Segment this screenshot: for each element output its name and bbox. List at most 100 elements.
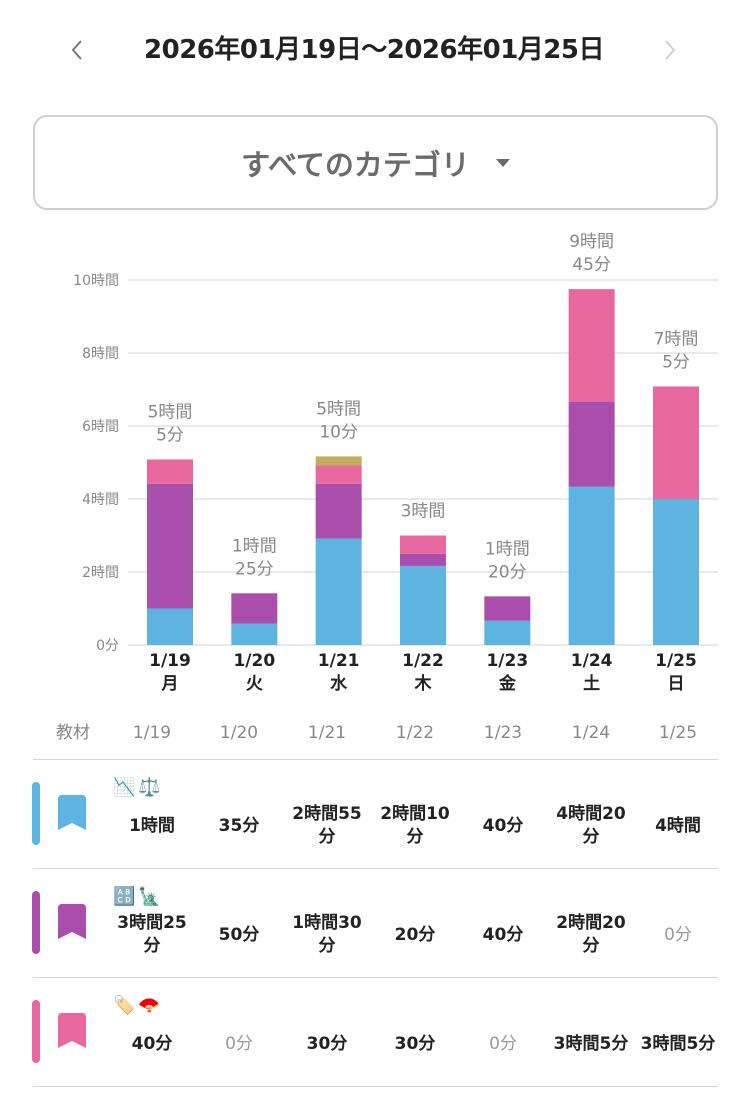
bookmark-icon xyxy=(58,904,86,939)
study-time-value: 40分 xyxy=(482,815,524,836)
table-cell: 1時間 xyxy=(109,804,195,848)
y-tick-label: 0分 xyxy=(96,638,119,654)
bar-segment-1-19-series-2[interactable] xyxy=(147,459,193,484)
table-cell: 3時間5分 xyxy=(635,1022,721,1066)
table-row[interactable]: 🏷️🪭 40分 0分 30分 30分 0分 3時間5分 3時間5分 xyxy=(0,977,750,1086)
study-time-value: 20分 xyxy=(394,924,436,945)
bar-total-label: 5時間 xyxy=(316,399,361,419)
study-time-value: 2時間10分 xyxy=(380,804,450,847)
table-cell: 4時間20分 xyxy=(548,804,634,848)
table-cell: 30分 xyxy=(372,1022,458,1066)
table-cell: 40分 xyxy=(460,913,546,957)
date-range-title: 2026年01月19日〜2026年01月25日 xyxy=(144,35,604,65)
column-header-date: 1/19 xyxy=(132,723,172,743)
x-tick-date: 1/25 xyxy=(655,651,697,671)
bookmark-icon xyxy=(58,795,86,830)
category-color-bar xyxy=(32,1000,40,1063)
study-time-value: 4時間 xyxy=(655,815,701,836)
table-cell: 2時間10分 xyxy=(372,804,458,848)
bar-total-label: 7時間 xyxy=(654,329,699,349)
study-time-value: 40分 xyxy=(482,924,524,945)
table-cell: 2時間20分 xyxy=(548,913,634,957)
x-tick-weekday: 火 xyxy=(246,674,264,694)
table-cell: 20分 xyxy=(372,913,458,957)
bar-segment-1-25-series-0[interactable] xyxy=(652,499,699,645)
table-row[interactable]: 🔠🗽 3時間25分 50分 1時間30分 20分 40分 2時間20分 0分 xyxy=(0,868,750,977)
divider xyxy=(33,759,718,760)
study-time-value: 3時間5分 xyxy=(553,1033,629,1054)
bar-segment-1-19-series-0[interactable] xyxy=(147,608,193,646)
gridlines xyxy=(128,279,718,646)
bar-total-label: 45分 xyxy=(572,255,611,275)
next-week-button[interactable] xyxy=(652,32,688,68)
study-time-value: 30分 xyxy=(306,1033,348,1054)
bar-total-label: 10分 xyxy=(319,422,358,442)
bar-segment-1-21-series-2[interactable] xyxy=(315,465,362,484)
bar-total-label: 5分 xyxy=(662,352,690,372)
table-cell: 0分 xyxy=(635,913,721,957)
bar-segment-1-21-series-0[interactable] xyxy=(315,538,362,645)
divider xyxy=(33,977,718,978)
bar-total-label: 5時間 xyxy=(148,402,193,422)
x-tick-weekday: 水 xyxy=(330,673,348,694)
category-emoji-label: 📉⚖️ xyxy=(113,777,164,798)
y-tick-label: 10時間 xyxy=(73,273,119,289)
x-tick-date: 1/20 xyxy=(233,651,275,671)
x-tick-date: 1/21 xyxy=(318,651,360,671)
category-emoji-label: 🏷️🪭 xyxy=(113,995,164,1016)
bar-total-label: 1時間 xyxy=(232,536,277,556)
bars xyxy=(147,289,699,645)
study-time-value: 0分 xyxy=(225,1033,253,1054)
column-header-date: 1/24 xyxy=(571,723,611,743)
study-time-value: 0分 xyxy=(489,1033,517,1054)
study-time-value: 1時間30分 xyxy=(292,913,362,956)
y-tick-label: 4時間 xyxy=(82,492,119,508)
bar-segment-1-22-series-0[interactable] xyxy=(399,565,446,645)
table-cell: 30分 xyxy=(284,1022,370,1066)
table-cell: 1時間30分 xyxy=(284,913,370,957)
divider xyxy=(33,1086,718,1087)
x-tick-weekday: 木 xyxy=(413,673,432,694)
column-header-material: 教材 xyxy=(56,723,90,743)
x-tick-date: 1/23 xyxy=(486,651,528,671)
bar-segment-1-21-series-1[interactable] xyxy=(315,483,362,539)
table-cell: 35分 xyxy=(196,804,282,848)
bar-segment-1-23-series-1[interactable] xyxy=(484,596,531,621)
study-time-value: 2時間20分 xyxy=(556,913,626,956)
bar-total-label: 3時間 xyxy=(401,502,446,522)
y-tick-label: 8時間 xyxy=(82,346,119,362)
bookmark-icon xyxy=(58,1013,86,1048)
bar-segment-1-23-series-0[interactable] xyxy=(484,620,531,645)
study-time-value: 35分 xyxy=(218,815,260,836)
bar-total-label: 20分 xyxy=(488,562,527,582)
column-header-date: 1/22 xyxy=(395,723,435,743)
study-time-value: 3時間25分 xyxy=(117,913,187,956)
category-filter-label: すべてのカテゴリ xyxy=(241,147,470,182)
bar-segment-1-24-series-1[interactable] xyxy=(568,401,615,487)
labels: 0分 2時間 4時間 6時間 8時間 10時間 5時間 5分 1/19 月 1時間 25分 1/20 火 5… xyxy=(73,232,698,694)
table-cell: 2時間55分 xyxy=(284,804,370,848)
category-color-bar xyxy=(32,782,40,845)
bar-segment-1-20-series-1[interactable] xyxy=(231,593,278,624)
bar-segment-1-24-series-2[interactable] xyxy=(568,289,615,402)
divider xyxy=(33,868,718,869)
bar-segment-1-25-series-2[interactable] xyxy=(652,386,699,499)
x-tick-date: 1/22 xyxy=(402,651,444,671)
caret-down-icon xyxy=(495,158,510,167)
bar-segment-1-21-series-3[interactable] xyxy=(315,456,362,466)
category-color-bar xyxy=(32,891,40,954)
previous-week-button[interactable] xyxy=(59,32,95,68)
column-header-date: 1/21 xyxy=(307,723,347,743)
bar-segment-1-24-series-0[interactable] xyxy=(568,486,615,645)
table-cell: 4時間 xyxy=(635,804,721,848)
table-cell: 0分 xyxy=(196,1022,282,1066)
bar-segment-1-20-series-0[interactable] xyxy=(231,623,278,645)
bar-segment-1-22-series-2[interactable] xyxy=(399,535,446,554)
category-filter-dropdown[interactable]: すべてのカテゴリ xyxy=(33,115,718,210)
bar-segment-1-22-series-1[interactable] xyxy=(399,553,446,566)
category-emoji-label: 🔠🗽 xyxy=(113,886,164,907)
chevron-right-icon xyxy=(665,40,676,60)
bar-total-label: 25分 xyxy=(235,559,274,579)
table-row[interactable]: 📉⚖️ 1時間 35分 2時間55分 2時間10分 40分 4時間20分 4時間 xyxy=(0,759,750,868)
bar-segment-1-19-series-1[interactable] xyxy=(147,483,193,609)
